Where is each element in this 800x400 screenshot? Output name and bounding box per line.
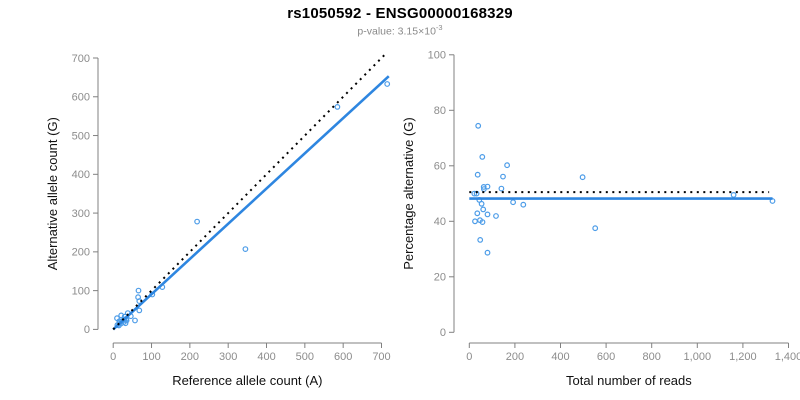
y-tick-label: 300 — [72, 208, 90, 220]
figure-title: rs1050592 - ENSG00000168329 — [287, 5, 513, 22]
y-tick-label: 20 — [434, 272, 446, 284]
data-point — [730, 191, 737, 198]
x-tick-label: 700 — [372, 351, 390, 363]
x-axis-title: Reference allele count (A) — [172, 373, 322, 388]
data-point — [474, 210, 481, 217]
left-scatter-plot: 0 100 200 300 400 500 600 700 0 100 200 300 400 500 60… — [45, 53, 391, 388]
x-axis-title: Total number of reads — [566, 373, 692, 388]
data-point — [500, 173, 506, 180]
data-point — [474, 171, 481, 178]
y-tick-label: 0 — [84, 324, 90, 336]
y-tick-label: 400 — [72, 169, 90, 181]
data-point — [477, 236, 484, 243]
data-point — [334, 103, 341, 110]
y-tick-label: 100 — [428, 50, 446, 62]
x-tick-label: 1,200 — [729, 351, 757, 363]
y-axis-title: Alternative allele count (G) — [45, 117, 60, 270]
data-point — [384, 81, 391, 87]
fit-line — [112, 75, 390, 331]
p-value-exponent: -3 — [435, 23, 443, 32]
x-tick-label: 400 — [257, 351, 275, 363]
data-point — [479, 219, 486, 226]
x-tick-label: 200 — [181, 351, 199, 363]
x-tick-label: 0 — [110, 351, 116, 363]
p-value-text: p-value: 3.15×10 — [357, 25, 436, 38]
x-tick-label: 600 — [334, 351, 352, 363]
x-tick-label: 400 — [551, 351, 569, 363]
identity-line — [112, 54, 386, 331]
data-point — [480, 206, 487, 213]
y-tick-label: 100 — [72, 285, 90, 297]
data-point — [136, 307, 143, 314]
x-tick-label: 800 — [643, 351, 661, 363]
right-scatter-plot: 0 20 40 60 80 100 0 200 400 600 800 1,000 1,200 1,400… — [401, 50, 800, 388]
data-point — [493, 213, 499, 219]
y-tick-label: 40 — [434, 216, 446, 228]
data-point — [472, 218, 478, 225]
y-tick-label: 200 — [72, 247, 90, 259]
data-point — [480, 183, 487, 190]
data-point — [510, 199, 516, 206]
data-point — [579, 174, 586, 181]
y-tick-label: 80 — [434, 105, 446, 117]
x-tick-label: 0 — [466, 351, 472, 363]
x-tick-label: 200 — [506, 351, 524, 363]
data-point — [504, 162, 511, 169]
figure-subtitle: p-value: 3.15×10-3 — [0, 23, 800, 38]
x-tick-label: 300 — [219, 351, 237, 363]
x-tick-label: 100 — [142, 351, 160, 363]
data-point — [520, 201, 527, 208]
x-tick-label: 500 — [296, 351, 314, 363]
data-point — [484, 249, 491, 256]
data-point — [242, 246, 249, 253]
y-tick-label: 60 — [434, 161, 446, 173]
data-point — [135, 287, 142, 294]
data-point — [592, 225, 599, 232]
data-point — [479, 153, 486, 160]
y-axis-title: Percentage alternative (G) — [401, 117, 416, 269]
x-tick-label: 600 — [597, 351, 615, 363]
x-tick-label: 1,000 — [684, 351, 712, 363]
y-tick-label: 700 — [72, 53, 90, 65]
y-tick-label: 500 — [72, 130, 90, 142]
y-tick-label: 0 — [440, 327, 446, 339]
x-tick-label: 1,400 — [775, 351, 800, 363]
data-point — [194, 218, 201, 225]
data-point — [498, 185, 505, 192]
data-point — [475, 122, 482, 129]
data-point — [122, 320, 129, 327]
data-point — [484, 211, 491, 218]
data-point — [132, 317, 138, 324]
y-tick-label: 600 — [72, 92, 90, 104]
data-point — [471, 190, 478, 197]
